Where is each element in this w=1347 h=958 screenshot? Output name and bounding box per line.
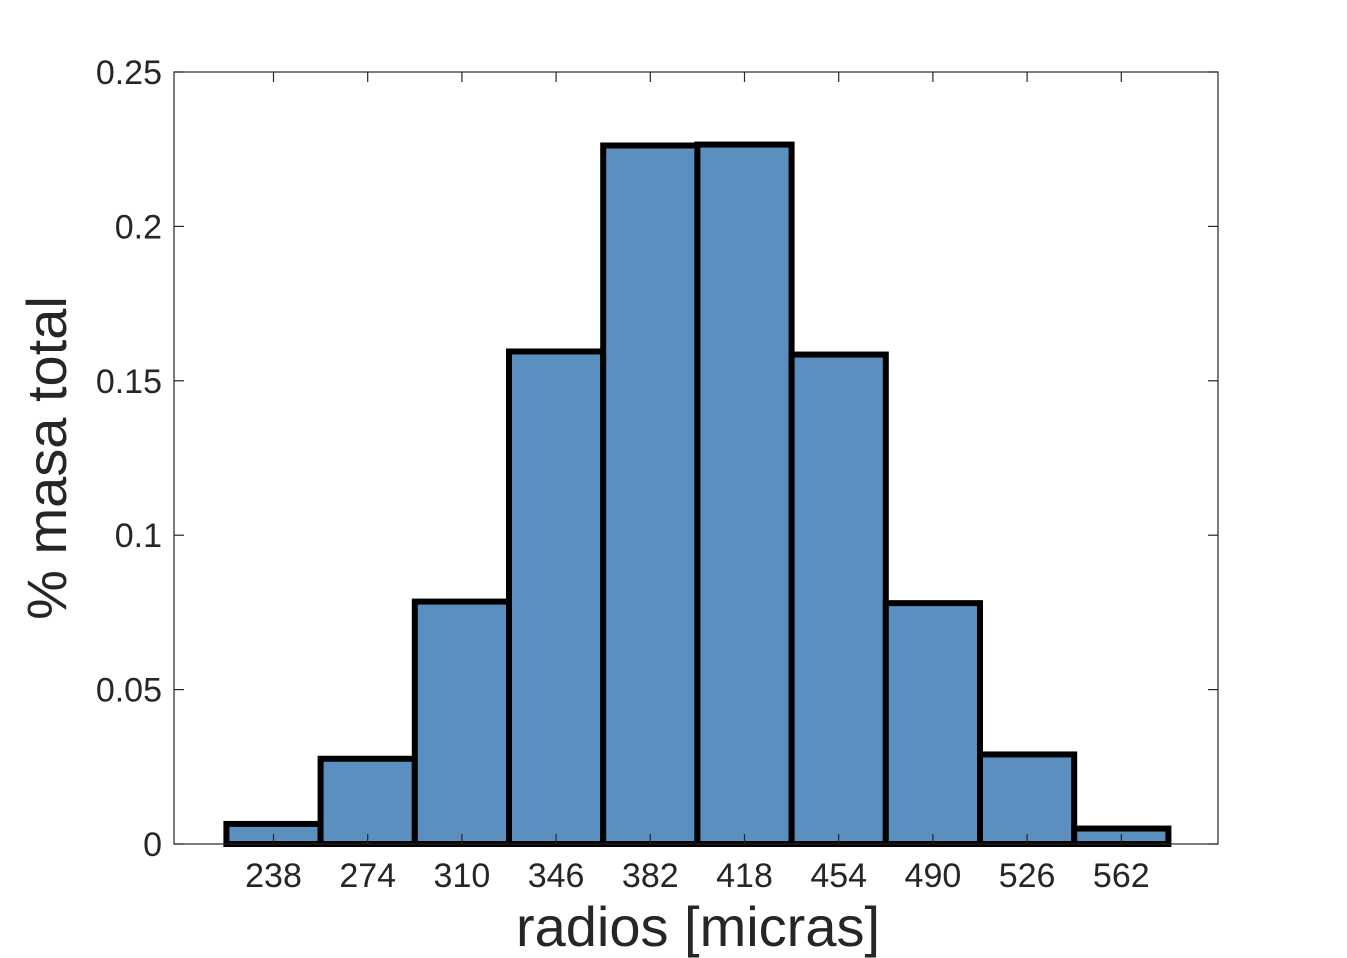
bar-382 [600, 142, 701, 848]
x-tick-label: 238 [245, 857, 302, 895]
x-tick-label: 346 [528, 857, 585, 895]
y-tick-label: 0 [143, 826, 162, 864]
x-tick-label: 454 [810, 857, 867, 895]
x-tick-label: 562 [1093, 857, 1150, 895]
axes-box [173, 71, 1219, 845]
x-tick-label: 490 [905, 857, 962, 895]
bar-346 [506, 348, 607, 847]
x-axis-label: radios [micras] [516, 895, 880, 958]
y-axis-label: % masa total [15, 296, 78, 620]
x-tick-label: 274 [339, 857, 396, 895]
x-tick-label: 310 [434, 857, 491, 895]
y-tick-label: 0.25 [96, 54, 162, 92]
y-tick-label: 0.05 [96, 672, 162, 710]
bar-454 [788, 351, 889, 847]
bars-group [223, 141, 1172, 848]
x-ticks-group: 238 274 310 346 382 418 454 490 526 562 [245, 72, 1150, 895]
x-tick-label: 526 [999, 857, 1056, 895]
x-tick-label: 382 [622, 857, 679, 895]
bar-274 [317, 755, 418, 847]
bar-490 [882, 600, 983, 847]
bar-418 [694, 141, 795, 847]
y-tick-label: 0.2 [115, 208, 162, 246]
bar-310 [411, 598, 512, 847]
x-tick-label: 418 [716, 857, 773, 895]
bar-526 [977, 751, 1078, 847]
y-tick-label: 0.1 [115, 517, 162, 555]
y-tick-label: 0.15 [96, 363, 162, 401]
